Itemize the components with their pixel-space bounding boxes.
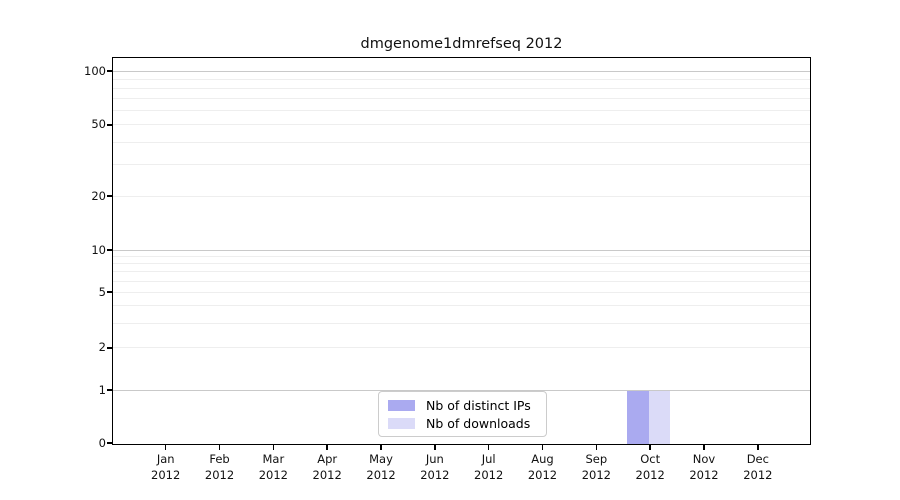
minor-gridline (113, 164, 810, 166)
y-tick-label: 10 (91, 242, 106, 257)
legend-entry-downloads: Nb of downloads (388, 416, 537, 431)
x-tick-label: Oct 2012 (620, 451, 680, 483)
minor-gridline (113, 347, 810, 349)
x-tick-mark (649, 445, 651, 450)
y-tick-label: 100 (84, 63, 106, 78)
minor-gridline (113, 87, 810, 89)
x-tick-mark (218, 445, 221, 450)
x-tick-label: Sep 2012 (566, 451, 626, 483)
minor-gridline (113, 141, 810, 143)
plot-area (112, 57, 811, 445)
minor-gridline (113, 280, 810, 282)
major-gridline (113, 70, 810, 72)
y-tick-label: 20 (91, 188, 106, 203)
legend: Nb of distinct IPs Nb of downloads (378, 391, 547, 437)
x-tick-mark (541, 445, 544, 450)
x-tick-month: May (369, 452, 393, 466)
x-tick-label: Apr 2012 (297, 451, 357, 483)
x-tick-month: Jul (481, 452, 496, 466)
major-gridline (113, 249, 810, 251)
y-tick-mark (107, 195, 112, 197)
x-tick-month: Jan (156, 452, 175, 466)
x-tick-mark (595, 445, 598, 450)
minor-gridline (113, 322, 810, 324)
x-tick-year: 2012 (689, 468, 719, 482)
x-tick-label: Aug 2012 (513, 451, 573, 483)
x-tick-year: 2012 (366, 468, 396, 482)
minor-gridline (113, 271, 810, 273)
x-tick-label: Jan 2012 (136, 451, 196, 483)
x-tick-mark (703, 445, 705, 450)
x-tick-year: 2012 (151, 468, 181, 482)
minor-gridline (113, 124, 810, 126)
x-tick-year: 2012 (474, 468, 504, 482)
x-tick-month: Sep (585, 452, 608, 466)
y-tick-mark (107, 442, 112, 444)
y-tick-mark (107, 389, 112, 391)
x-tick-mark (165, 445, 167, 450)
legend-swatch-distinct-ips (388, 400, 415, 411)
x-tick-year: 2012 (204, 468, 235, 482)
minor-gridline (113, 263, 810, 265)
y-tick-label: 1 (98, 382, 106, 397)
x-tick-label: Mar 2012 (243, 451, 303, 483)
minor-gridline (113, 98, 810, 100)
legend-swatch-downloads (388, 418, 415, 429)
x-tick-month: Dec (746, 452, 769, 466)
x-tick-year: 2012 (420, 468, 450, 482)
y-tick-label: 0 (98, 435, 106, 450)
minor-gridline (113, 291, 810, 293)
x-tick-label: May 2012 (351, 451, 411, 483)
x-tick-year: 2012 (527, 468, 558, 482)
minor-gridline (113, 255, 810, 257)
x-tick-mark (434, 445, 436, 450)
x-tick-year: 2012 (743, 468, 773, 482)
x-tick-month: Mar (262, 452, 285, 466)
x-tick-mark (272, 445, 275, 450)
legend-label-distinct-ips: Nb of distinct IPs (426, 398, 531, 413)
y-tick-mark (107, 70, 112, 72)
y-tick-mark (107, 347, 112, 349)
x-tick-label: Jul 2012 (459, 451, 519, 483)
x-tick-mark (757, 445, 759, 450)
x-tick-month: Apr (317, 452, 338, 466)
x-tick-year: 2012 (312, 468, 342, 482)
x-tick-month: Aug (531, 452, 554, 466)
y-tick-mark (107, 249, 112, 251)
x-tick-label: Feb 2012 (190, 451, 250, 483)
minor-gridline (113, 195, 810, 197)
y-tick-label: 2 (98, 340, 106, 355)
y-tick-label: 50 (91, 117, 106, 132)
legend-entry-distinct-ips: Nb of distinct IPs (388, 398, 537, 413)
chart-title: dmgenome1dmrefseq 2012 (360, 36, 563, 52)
y-tick-mark (107, 124, 112, 126)
x-tick-label: Nov 2012 (674, 451, 734, 483)
x-tick-label: Dec 2012 (728, 451, 788, 483)
x-tick-month: Oct (640, 452, 661, 466)
x-tick-month: Jun (425, 452, 444, 466)
x-tick-month: Feb (209, 452, 230, 466)
minor-gridline (113, 78, 810, 80)
x-tick-label: Jun 2012 (405, 451, 465, 483)
minor-gridline (113, 305, 810, 307)
x-tick-year: 2012 (635, 468, 665, 482)
x-tick-year: 2012 (258, 468, 288, 482)
minor-gridline (113, 110, 810, 112)
x-tick-year: 2012 (581, 468, 611, 482)
x-tick-mark (380, 445, 382, 450)
x-tick-mark (487, 445, 490, 450)
legend-label-downloads: Nb of downloads (426, 416, 531, 431)
bar-nb-of-distinct-ips (627, 391, 649, 444)
x-tick-month: Nov (692, 452, 716, 466)
x-tick-mark (326, 445, 328, 450)
y-tick-label: 5 (98, 284, 106, 299)
y-tick-mark (107, 291, 112, 293)
bar-nb-of-downloads (648, 391, 671, 444)
major-gridline (113, 389, 810, 391)
